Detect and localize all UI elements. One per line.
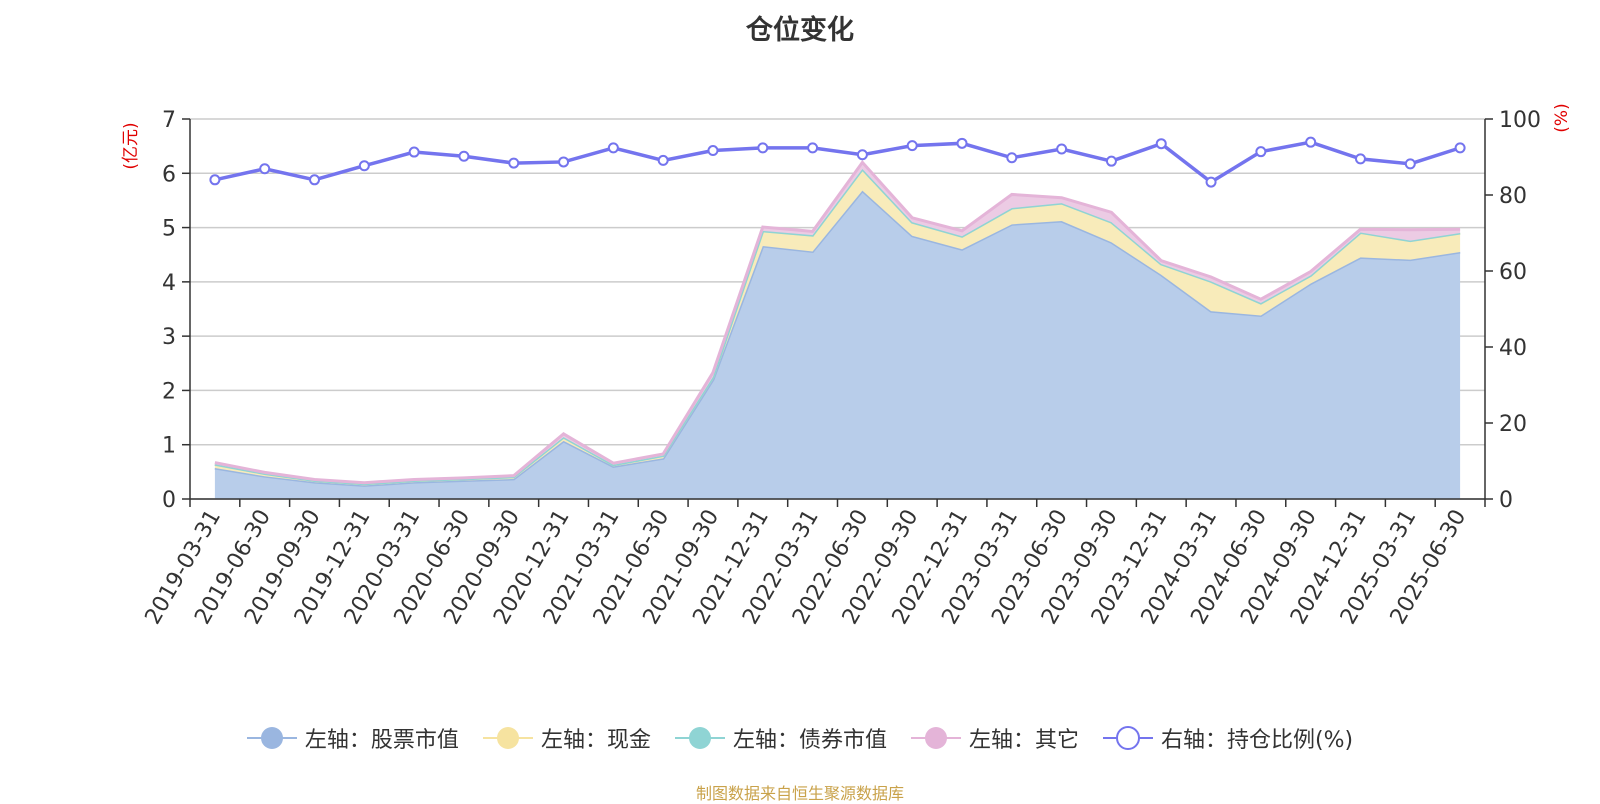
legend-item-bond[interactable]: 左轴：债券市值 — [674, 722, 887, 754]
right-axis-tick-label: 40 — [1499, 336, 1527, 361]
data-source-note: 制图数据来自恒生聚源数据库 — [695, 784, 904, 803]
ratio-point — [1354, 153, 1366, 165]
left-axis-tick-label: 7 — [162, 108, 176, 133]
left-axis-tick-label: 1 — [162, 434, 176, 459]
legend-item-other[interactable]: 左轴：其它 — [910, 722, 1079, 754]
legend-label-stock: 左轴：股票市值 — [304, 728, 459, 753]
ratio-point — [458, 150, 470, 162]
ratio-point — [657, 154, 669, 166]
ratio-point — [309, 174, 321, 186]
legend-label-ratio: 右轴：持仓比例(%) — [1160, 728, 1354, 753]
ratio-point — [807, 142, 819, 154]
ratio-point — [956, 137, 968, 149]
ratio-point — [1056, 143, 1068, 155]
ratio-point — [757, 142, 769, 154]
area-series-0 — [214, 190, 1461, 499]
left-axis-tick-label: 2 — [162, 379, 176, 404]
chart-legend: 左轴：股票市值 左轴：现金 左轴：债券市值 左轴：其它 右轴：持仓比例(%) — [0, 722, 1600, 754]
chart-title: 仓位变化 — [746, 15, 854, 46]
ratio-point — [209, 174, 221, 186]
ratio-point — [558, 156, 570, 168]
area-line-series-3 — [214, 160, 1461, 485]
right-axis-tick-label: 80 — [1499, 184, 1527, 209]
right-axis-tick-label: 0 — [1499, 488, 1513, 513]
legend-marker-ratio — [1102, 726, 1153, 750]
left-axis-tick-label: 4 — [162, 271, 176, 296]
left-axis-tick-label: 6 — [162, 162, 176, 187]
legend-label-other: 左轴：其它 — [968, 728, 1079, 753]
legend-item-ratio[interactable]: 右轴：持仓比例(%) — [1102, 722, 1354, 754]
left-axis-tick-label: 3 — [162, 325, 176, 350]
ratio-point — [856, 149, 868, 161]
legend-marker-stock — [246, 727, 297, 749]
right-axis-unit: (%) — [1552, 103, 1572, 132]
right-axis-tick-label: 60 — [1499, 260, 1527, 285]
ratio-point — [408, 146, 420, 158]
legend-label-bond: 左轴：债券市值 — [732, 728, 887, 753]
legend-marker-bond — [674, 727, 725, 749]
ratio-point — [906, 140, 918, 152]
ratio-point — [1404, 158, 1416, 170]
ratio-point — [1305, 136, 1317, 148]
left-axis-tick-label: 0 — [162, 488, 176, 513]
ratio-point — [1155, 138, 1167, 150]
left-axis-tick-label: 5 — [162, 217, 176, 242]
ratio-point — [1105, 155, 1117, 167]
ratio-line — [214, 140, 1461, 185]
legend-item-cash[interactable]: 左轴：现金 — [482, 722, 651, 754]
ratio-point — [1205, 176, 1217, 188]
ratio-point — [508, 157, 520, 169]
ratio-point — [607, 142, 619, 154]
legend-marker-cash — [482, 727, 533, 749]
legend-marker-other — [910, 727, 961, 749]
ratio-point — [358, 160, 370, 172]
ratio-point — [1006, 152, 1018, 164]
ratio-point — [707, 145, 719, 157]
ratio-point — [1454, 142, 1466, 154]
legend-item-stock[interactable]: 左轴：股票市值 — [246, 722, 459, 754]
left-axis-unit: (亿元) — [121, 122, 141, 169]
right-axis-tick-label: 20 — [1499, 412, 1527, 437]
right-axis-tick-label: 100 — [1499, 108, 1541, 133]
legend-label-cash: 左轴：现金 — [540, 728, 651, 753]
ratio-point — [1255, 146, 1267, 158]
ratio-point — [259, 163, 271, 175]
